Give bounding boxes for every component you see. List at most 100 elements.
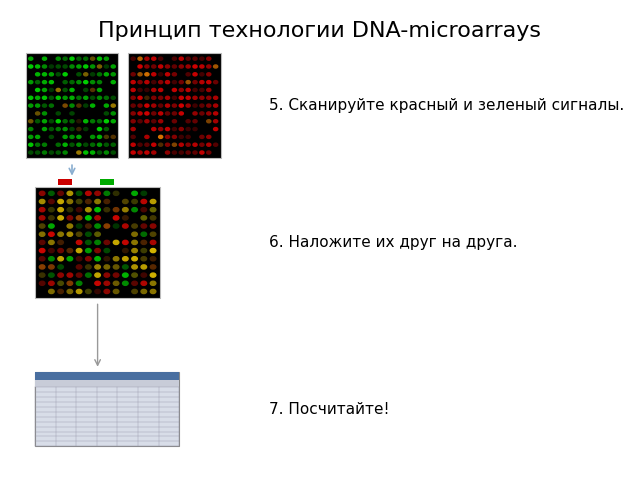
- Circle shape: [97, 120, 102, 123]
- Circle shape: [104, 65, 108, 68]
- Circle shape: [58, 240, 63, 244]
- Circle shape: [131, 112, 135, 115]
- Circle shape: [86, 265, 91, 269]
- Circle shape: [152, 151, 156, 154]
- Circle shape: [49, 73, 54, 76]
- Circle shape: [49, 128, 54, 131]
- Circle shape: [200, 81, 204, 84]
- Circle shape: [111, 135, 115, 138]
- Circle shape: [42, 112, 47, 115]
- Circle shape: [42, 151, 47, 154]
- Circle shape: [39, 191, 45, 195]
- Circle shape: [186, 151, 190, 154]
- Circle shape: [123, 224, 128, 228]
- Circle shape: [86, 191, 91, 195]
- Bar: [100, 179, 114, 185]
- Circle shape: [113, 273, 119, 277]
- Circle shape: [186, 73, 190, 76]
- Circle shape: [67, 273, 72, 277]
- Circle shape: [97, 57, 102, 60]
- Circle shape: [104, 257, 109, 261]
- Circle shape: [36, 151, 40, 154]
- Circle shape: [123, 216, 128, 220]
- Circle shape: [132, 281, 138, 286]
- Circle shape: [193, 65, 197, 68]
- Circle shape: [150, 273, 156, 277]
- Circle shape: [84, 120, 88, 123]
- Circle shape: [132, 191, 138, 195]
- Circle shape: [200, 143, 204, 146]
- Circle shape: [145, 143, 149, 146]
- Circle shape: [145, 112, 149, 115]
- Circle shape: [95, 199, 100, 204]
- Circle shape: [104, 289, 109, 294]
- Circle shape: [113, 240, 119, 244]
- Circle shape: [138, 73, 142, 76]
- Circle shape: [132, 240, 138, 244]
- Circle shape: [131, 151, 135, 154]
- Circle shape: [67, 249, 72, 252]
- Circle shape: [172, 128, 177, 131]
- Circle shape: [58, 191, 63, 195]
- Circle shape: [67, 224, 72, 228]
- Circle shape: [207, 81, 211, 84]
- Circle shape: [49, 81, 54, 84]
- Circle shape: [172, 57, 177, 60]
- Circle shape: [91, 65, 95, 68]
- Circle shape: [123, 249, 128, 252]
- Circle shape: [67, 191, 72, 195]
- Circle shape: [138, 88, 142, 92]
- Circle shape: [97, 151, 102, 154]
- Circle shape: [91, 57, 95, 60]
- Circle shape: [193, 88, 197, 92]
- Circle shape: [91, 73, 95, 76]
- Circle shape: [29, 81, 33, 84]
- Circle shape: [58, 199, 63, 204]
- Circle shape: [207, 104, 211, 107]
- Circle shape: [186, 128, 190, 131]
- Circle shape: [141, 240, 147, 244]
- Circle shape: [152, 112, 156, 115]
- Circle shape: [159, 96, 163, 99]
- Circle shape: [29, 120, 33, 123]
- Circle shape: [39, 224, 45, 228]
- Circle shape: [132, 265, 138, 269]
- Circle shape: [63, 120, 67, 123]
- Circle shape: [179, 88, 183, 92]
- Text: 6. Наложите их друг на друга.: 6. Наложите их друг на друга.: [269, 235, 517, 250]
- Circle shape: [86, 224, 91, 228]
- Text: 5. Сканируйте красный и зеленый сигналы.: 5. Сканируйте красный и зеленый сигналы.: [269, 98, 624, 113]
- Circle shape: [29, 57, 33, 60]
- Circle shape: [141, 208, 147, 212]
- Circle shape: [207, 135, 211, 138]
- Circle shape: [70, 88, 74, 92]
- Circle shape: [70, 135, 74, 138]
- Circle shape: [186, 135, 190, 138]
- Circle shape: [152, 120, 156, 123]
- Circle shape: [193, 143, 197, 146]
- Circle shape: [200, 96, 204, 99]
- Circle shape: [186, 96, 190, 99]
- Circle shape: [131, 57, 135, 60]
- Circle shape: [42, 57, 47, 60]
- Circle shape: [172, 104, 177, 107]
- Circle shape: [150, 199, 156, 204]
- Circle shape: [39, 273, 45, 277]
- Circle shape: [145, 57, 149, 60]
- Circle shape: [141, 273, 147, 277]
- Circle shape: [186, 104, 190, 107]
- Circle shape: [132, 224, 138, 228]
- Circle shape: [104, 208, 109, 212]
- Circle shape: [58, 249, 63, 252]
- Circle shape: [95, 191, 100, 195]
- Circle shape: [77, 151, 81, 154]
- Circle shape: [86, 199, 91, 204]
- Circle shape: [49, 208, 54, 212]
- Circle shape: [84, 73, 88, 76]
- Circle shape: [36, 96, 40, 99]
- Circle shape: [77, 73, 81, 76]
- Circle shape: [95, 249, 100, 252]
- Circle shape: [207, 143, 211, 146]
- Circle shape: [104, 249, 109, 252]
- Circle shape: [166, 96, 170, 99]
